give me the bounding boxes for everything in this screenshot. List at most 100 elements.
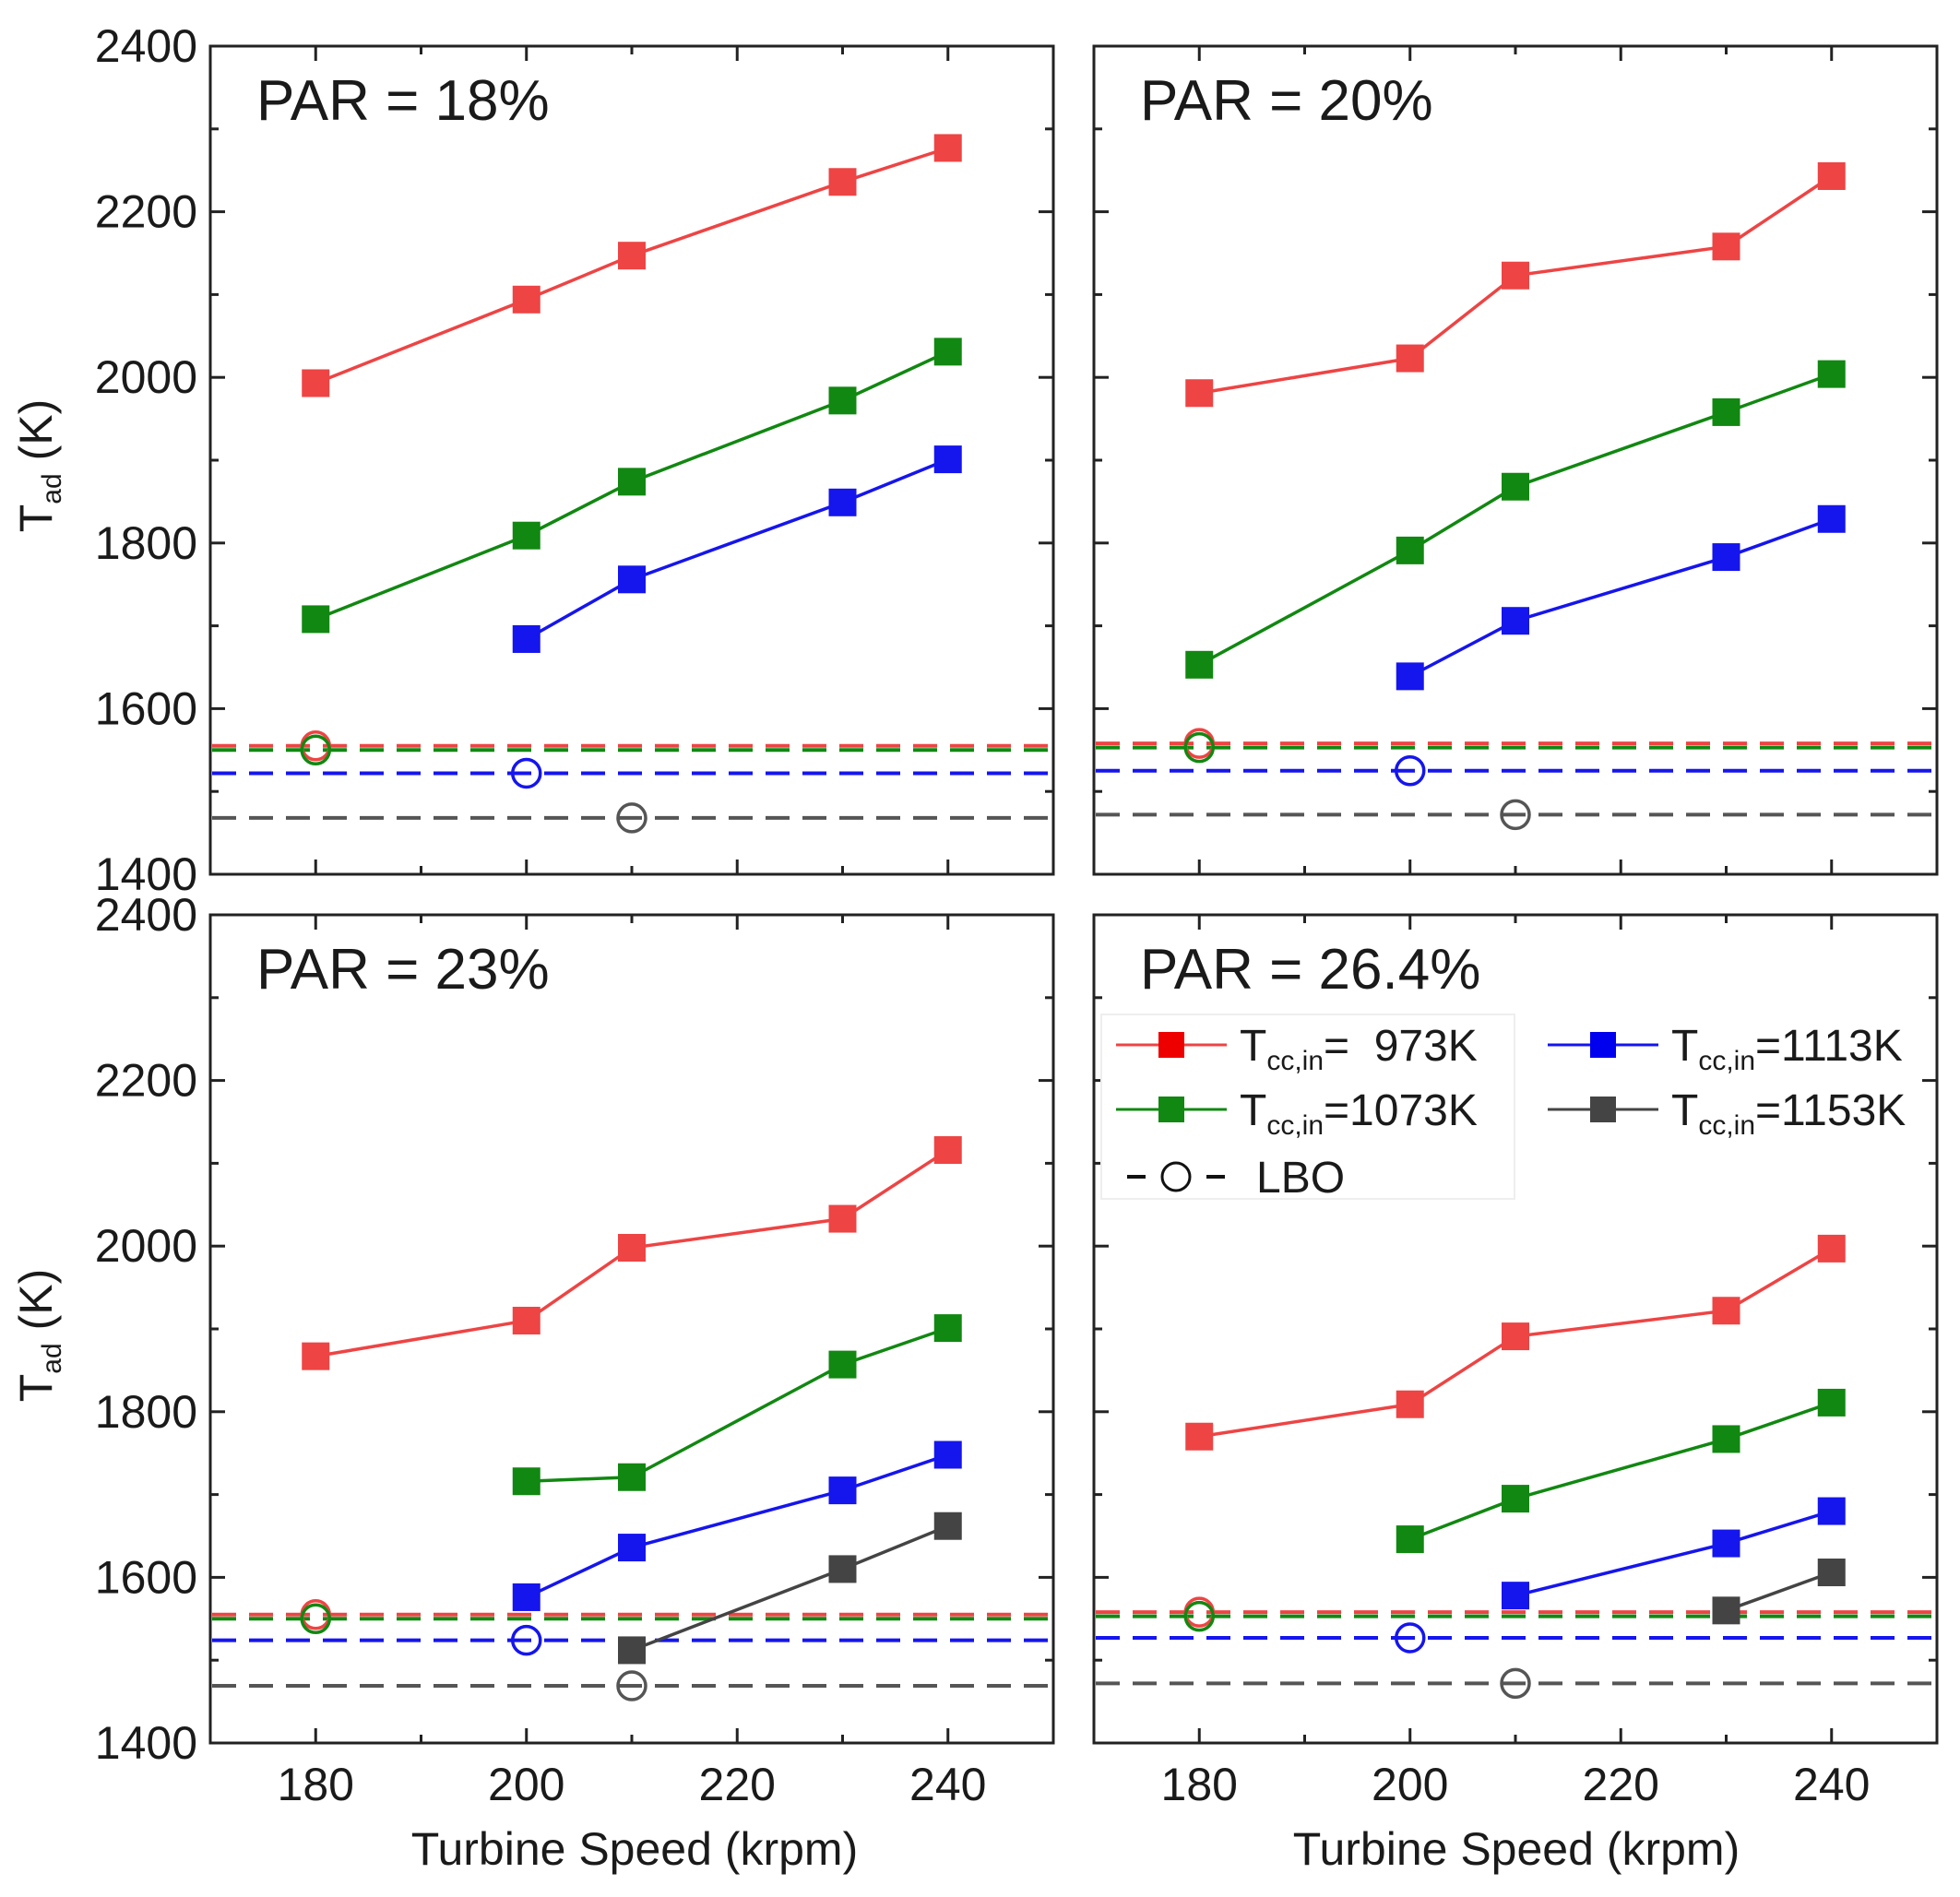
lbo-point-tcc-in-1113k <box>1395 1622 1426 1654</box>
data-point-tcc-in-1153k <box>618 1636 646 1665</box>
data-point-tcc-in-1113k <box>1396 662 1424 691</box>
data-point-tcc-in-1073k <box>828 1350 857 1379</box>
x-tick-label: 220 <box>699 1759 776 1810</box>
data-point-tcc-in-1113k <box>512 624 540 653</box>
legend-text: Tcc,in=1073K <box>1240 1086 1478 1141</box>
data-point-tcc-in-973k <box>512 1307 540 1335</box>
lbo-point-tcc-in-1113k <box>1395 755 1426 787</box>
y-tick-label: 1800 <box>95 517 197 569</box>
legend-entry-1073k: Tcc,in=1073K <box>1116 1086 1478 1141</box>
data-point-tcc-in-973k <box>618 242 646 270</box>
x-tick-label: 180 <box>278 1759 354 1810</box>
ylabel-sub: ad <box>37 1343 67 1373</box>
y-tick-label: 2200 <box>95 186 197 238</box>
data-point-tcc-in-1113k <box>1712 1529 1740 1558</box>
data-point-tcc-in-1113k <box>1817 1497 1846 1525</box>
data-point-tcc-in-1073k <box>828 386 857 415</box>
data-point-tcc-in-973k <box>828 168 857 196</box>
data-point-tcc-in-1073k <box>1396 1525 1424 1554</box>
panel-par-20: PAR = 20% <box>1092 44 1939 876</box>
series-line-tcc-in-1113k <box>1408 517 1833 678</box>
legend-text: Tcc,in= 973K <box>1240 1022 1478 1076</box>
data-point-tcc-in-1113k <box>933 1441 962 1469</box>
legend-marker-open-circle <box>1160 1161 1192 1192</box>
data-point-tcc-in-1113k <box>828 488 857 516</box>
legend-entry-lbo: LBO <box>1127 1154 1345 1203</box>
data-point-tcc-in-1073k <box>512 1467 540 1496</box>
legend-marker <box>1158 1032 1184 1058</box>
svg-text:Tad (K): Tad (K) <box>10 399 67 532</box>
data-point-tcc-in-1153k <box>933 1512 962 1540</box>
data-point-tcc-in-973k <box>1817 161 1846 190</box>
y-axis-title-bottom: Tad (K) <box>10 1269 67 1402</box>
data-point-tcc-in-1153k <box>1712 1596 1740 1625</box>
data-point-tcc-in-973k <box>1396 344 1424 373</box>
data-point-tcc-in-1073k <box>1502 472 1529 501</box>
y-tick-label: 1600 <box>95 682 197 734</box>
lbo-point-tcc-in-1153k <box>1500 1667 1531 1700</box>
x-axis-title-left: Turbine Speed (krpm) <box>411 1823 858 1875</box>
data-point-tcc-in-973k <box>1396 1390 1424 1418</box>
ylabel-sub: ad <box>37 473 67 504</box>
data-point-tcc-in-973k <box>302 1342 330 1370</box>
series-line-tcc-in-1153k <box>1725 1571 1833 1612</box>
data-point-tcc-in-1073k <box>618 1463 646 1491</box>
data-point-tcc-in-973k <box>302 369 330 397</box>
legend-marker <box>1590 1032 1616 1058</box>
data-point-tcc-in-973k <box>933 1136 962 1165</box>
series-line-tcc-in-1073k <box>1409 1401 1833 1541</box>
ylabel-main: T <box>10 1374 62 1403</box>
y-tick-label: 1800 <box>95 1386 197 1438</box>
lbo-point-tcc-in-1153k <box>616 1670 647 1701</box>
lbo-point-tcc-in-1153k <box>1500 799 1531 831</box>
y-tick-label: 1600 <box>95 1551 197 1603</box>
data-point-tcc-in-1113k <box>828 1476 857 1505</box>
x-tick-label: 200 <box>488 1759 564 1810</box>
y-axis-title-top: Tad (K) <box>10 399 67 532</box>
ylabel-unit: (K) <box>10 399 62 474</box>
data-point-tcc-in-1073k <box>933 338 962 366</box>
x-tick-label: 240 <box>1793 1759 1870 1810</box>
ylabel-unit: (K) <box>10 1269 62 1344</box>
x-tick-label: 240 <box>909 1759 986 1810</box>
panel-title: PAR = 23% <box>256 938 550 1002</box>
data-point-tcc-in-1073k <box>618 468 646 496</box>
data-point-tcc-in-1153k <box>828 1555 857 1583</box>
legend-entry-973k: Tcc,in= 973K <box>1116 1022 1478 1076</box>
data-point-tcc-in-973k <box>618 1233 646 1262</box>
data-point-tcc-in-1073k <box>302 605 330 634</box>
panel-par-18: 1400 1600 1800 2000 2200 2400 PAR = 18% <box>95 20 1055 900</box>
x-tick-label: 200 <box>1372 1759 1448 1810</box>
data-point-tcc-in-1113k <box>618 565 646 594</box>
series-line-tcc-in-1113k <box>525 457 949 641</box>
legend: Tcc,in= 973K Tcc,in=1113K Tcc,in=1073K T… <box>1100 1014 1906 1203</box>
data-point-tcc-in-1113k <box>933 445 962 474</box>
data-point-tcc-in-1113k <box>1502 607 1529 635</box>
legend-marker <box>1590 1097 1616 1122</box>
y-tick-label: 2200 <box>95 1055 197 1107</box>
series-line-tcc-in-1073k <box>526 1326 949 1483</box>
data-point-tcc-in-1073k <box>512 521 540 550</box>
data-point-tcc-in-973k <box>933 134 962 162</box>
data-point-tcc-in-1113k <box>1817 504 1846 533</box>
data-point-tcc-in-1113k <box>618 1534 646 1562</box>
data-point-tcc-in-1073k <box>1396 536 1424 564</box>
lbo-point-tcc-in-1073k <box>300 1603 331 1635</box>
data-point-tcc-in-1073k <box>1712 1425 1740 1453</box>
lbo-point-tcc-in-1113k <box>511 757 542 789</box>
y-tick-label: 2400 <box>95 889 197 941</box>
lbo-point-tcc-in-1153k <box>616 802 647 834</box>
legend-text: Tcc,in=1153K <box>1671 1086 1906 1141</box>
data-point-tcc-in-973k <box>1712 1297 1740 1325</box>
y-tick-label: 2400 <box>95 20 197 72</box>
panel-par-23: 1400 1600 1800 2000 2200 2400 180 200 220 240 PAR … <box>95 889 1055 1810</box>
data-point-tcc-in-1113k <box>1712 543 1740 572</box>
panel-title: PAR = 18% <box>256 69 550 133</box>
data-point-tcc-in-973k <box>1502 261 1529 290</box>
data-point-tcc-in-973k <box>828 1204 857 1233</box>
y-tick-label: 2000 <box>95 1220 197 1272</box>
lbo-point-tcc-in-1073k <box>1183 731 1215 764</box>
data-point-tcc-in-1073k <box>933 1314 962 1343</box>
data-point-tcc-in-973k <box>1502 1322 1529 1351</box>
